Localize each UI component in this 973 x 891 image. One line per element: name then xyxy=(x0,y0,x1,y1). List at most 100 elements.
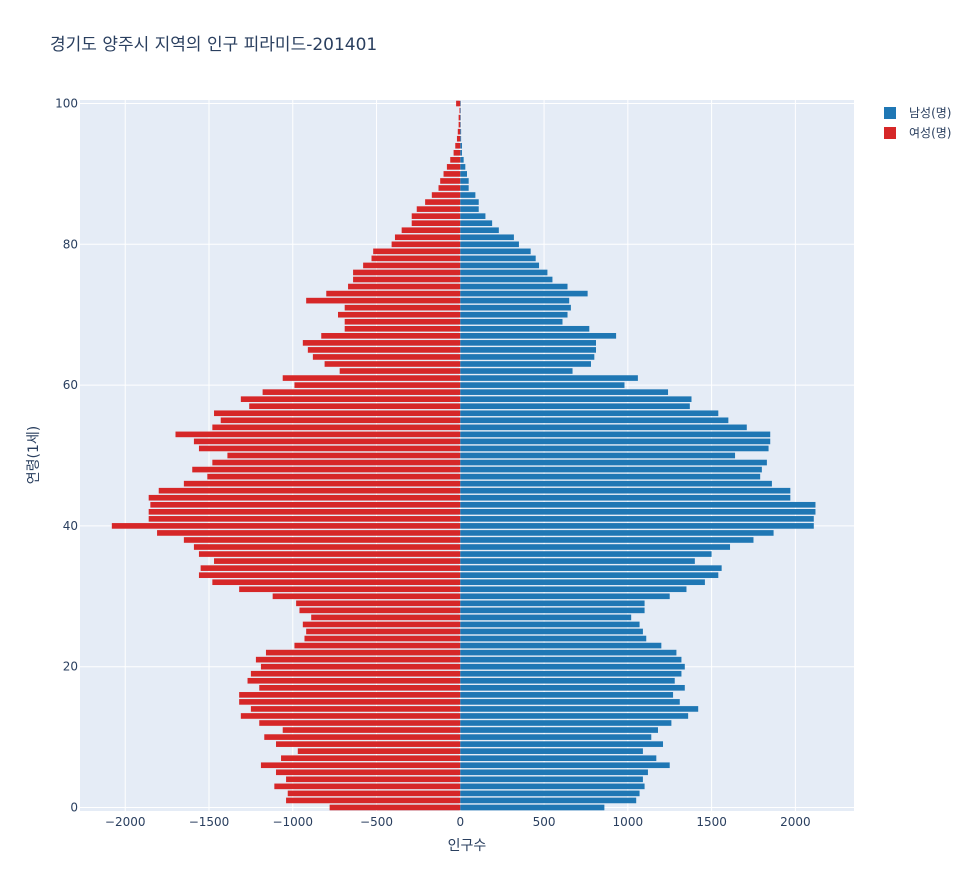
female-bar[interactable] xyxy=(344,304,461,311)
female-bar[interactable] xyxy=(240,713,461,719)
female-bar[interactable] xyxy=(265,649,461,656)
male-bar[interactable] xyxy=(460,523,814,529)
male-bar[interactable] xyxy=(460,494,791,501)
female-bar[interactable] xyxy=(297,748,461,754)
female-bar[interactable] xyxy=(411,220,461,227)
male-bar[interactable] xyxy=(460,516,814,522)
female-bar[interactable] xyxy=(282,727,461,733)
male-bar[interactable] xyxy=(460,171,467,177)
male-bar[interactable] xyxy=(460,607,645,614)
male-bar[interactable] xyxy=(460,424,747,431)
male-bar[interactable] xyxy=(460,213,486,219)
male-bar[interactable] xyxy=(460,452,736,459)
female-bar[interactable] xyxy=(259,684,461,691)
female-bar[interactable] xyxy=(281,755,461,762)
female-bar[interactable] xyxy=(282,375,461,381)
male-bar[interactable] xyxy=(460,234,514,241)
female-bar[interactable] xyxy=(456,100,461,107)
male-bar[interactable] xyxy=(460,642,662,649)
male-bar[interactable] xyxy=(460,720,672,726)
female-bar[interactable] xyxy=(373,248,461,255)
female-bar[interactable] xyxy=(227,452,461,459)
male-bar[interactable] xyxy=(460,227,499,234)
male-bar[interactable] xyxy=(460,558,695,564)
male-bar[interactable] xyxy=(460,628,643,635)
male-bar[interactable] xyxy=(460,572,719,578)
female-bar[interactable] xyxy=(453,149,461,156)
male-bar[interactable] xyxy=(460,248,531,255)
female-bar[interactable] xyxy=(148,494,461,501)
female-bar[interactable] xyxy=(240,396,461,402)
male-bar[interactable] xyxy=(460,438,771,445)
female-bar[interactable] xyxy=(250,706,461,712)
male-bar[interactable] xyxy=(460,178,469,184)
female-bar[interactable] xyxy=(183,480,461,487)
male-bar[interactable] xyxy=(460,135,462,142)
male-bar[interactable] xyxy=(460,684,685,691)
female-bar[interactable] xyxy=(198,445,461,452)
female-bar[interactable] xyxy=(175,431,461,438)
male-bar[interactable] xyxy=(460,537,754,543)
female-bar[interactable] xyxy=(302,340,461,346)
female-bar[interactable] xyxy=(324,361,461,367)
male-bar[interactable] xyxy=(460,318,563,325)
male-bar[interactable] xyxy=(460,579,705,586)
male-bar[interactable] xyxy=(460,347,596,353)
male-bar[interactable] xyxy=(460,417,729,424)
male-bar[interactable] xyxy=(460,368,573,374)
male-bar[interactable] xyxy=(460,600,645,607)
male-bar[interactable] xyxy=(460,114,461,121)
male-bar[interactable] xyxy=(460,804,605,811)
male-bar[interactable] xyxy=(460,670,682,677)
female-bar[interactable] xyxy=(455,142,461,149)
female-bar[interactable] xyxy=(458,121,461,128)
female-bar[interactable] xyxy=(416,206,461,212)
female-bar[interactable] xyxy=(198,572,461,578)
male-bar[interactable] xyxy=(460,340,596,346)
female-bar[interactable] xyxy=(353,276,461,283)
female-bar[interactable] xyxy=(446,164,461,170)
female-bar[interactable] xyxy=(249,403,461,410)
male-bar[interactable] xyxy=(460,713,689,719)
female-bar[interactable] xyxy=(260,762,461,769)
legend[interactable]: 남성(명) 여성(명) xyxy=(884,106,951,140)
male-bar[interactable] xyxy=(460,269,548,276)
female-bar[interactable] xyxy=(391,241,461,248)
legend-label[interactable]: 남성(명) xyxy=(909,106,951,120)
female-bar[interactable] xyxy=(207,473,461,480)
male-bar[interactable] xyxy=(460,699,680,705)
female-bar[interactable] xyxy=(150,501,461,508)
male-bar[interactable] xyxy=(460,727,658,733)
female-bar[interactable] xyxy=(276,769,461,776)
male-bar[interactable] xyxy=(460,762,670,769)
female-bar[interactable] xyxy=(262,389,461,395)
female-bar[interactable] xyxy=(443,171,461,177)
male-bar[interactable] xyxy=(460,677,675,684)
male-bar[interactable] xyxy=(460,776,643,783)
male-bar[interactable] xyxy=(460,586,687,593)
female-bar[interactable] xyxy=(338,311,461,318)
male-bar[interactable] xyxy=(460,396,692,402)
female-bar[interactable] xyxy=(294,642,461,649)
female-bar[interactable] xyxy=(200,565,461,571)
female-bar[interactable] xyxy=(220,417,461,424)
male-bar[interactable] xyxy=(460,551,712,557)
female-bar[interactable] xyxy=(363,262,461,269)
male-bar[interactable] xyxy=(460,325,590,332)
female-bar[interactable] xyxy=(456,135,461,142)
male-bar[interactable] xyxy=(460,164,466,170)
female-bar[interactable] xyxy=(239,692,461,698)
female-bar[interactable] xyxy=(255,656,461,663)
male-bar[interactable] xyxy=(460,692,674,698)
female-bar[interactable] xyxy=(212,579,461,586)
male-bar[interactable] xyxy=(460,283,568,290)
male-bar[interactable] xyxy=(460,100,461,107)
female-bar[interactable] xyxy=(193,544,461,550)
male-bar[interactable] xyxy=(460,410,719,417)
male-bar[interactable] xyxy=(460,375,638,381)
female-bar[interactable] xyxy=(286,797,461,804)
female-bar[interactable] xyxy=(348,283,461,290)
male-bar[interactable] xyxy=(460,663,685,670)
female-bar[interactable] xyxy=(326,290,461,297)
male-bar[interactable] xyxy=(460,621,640,628)
